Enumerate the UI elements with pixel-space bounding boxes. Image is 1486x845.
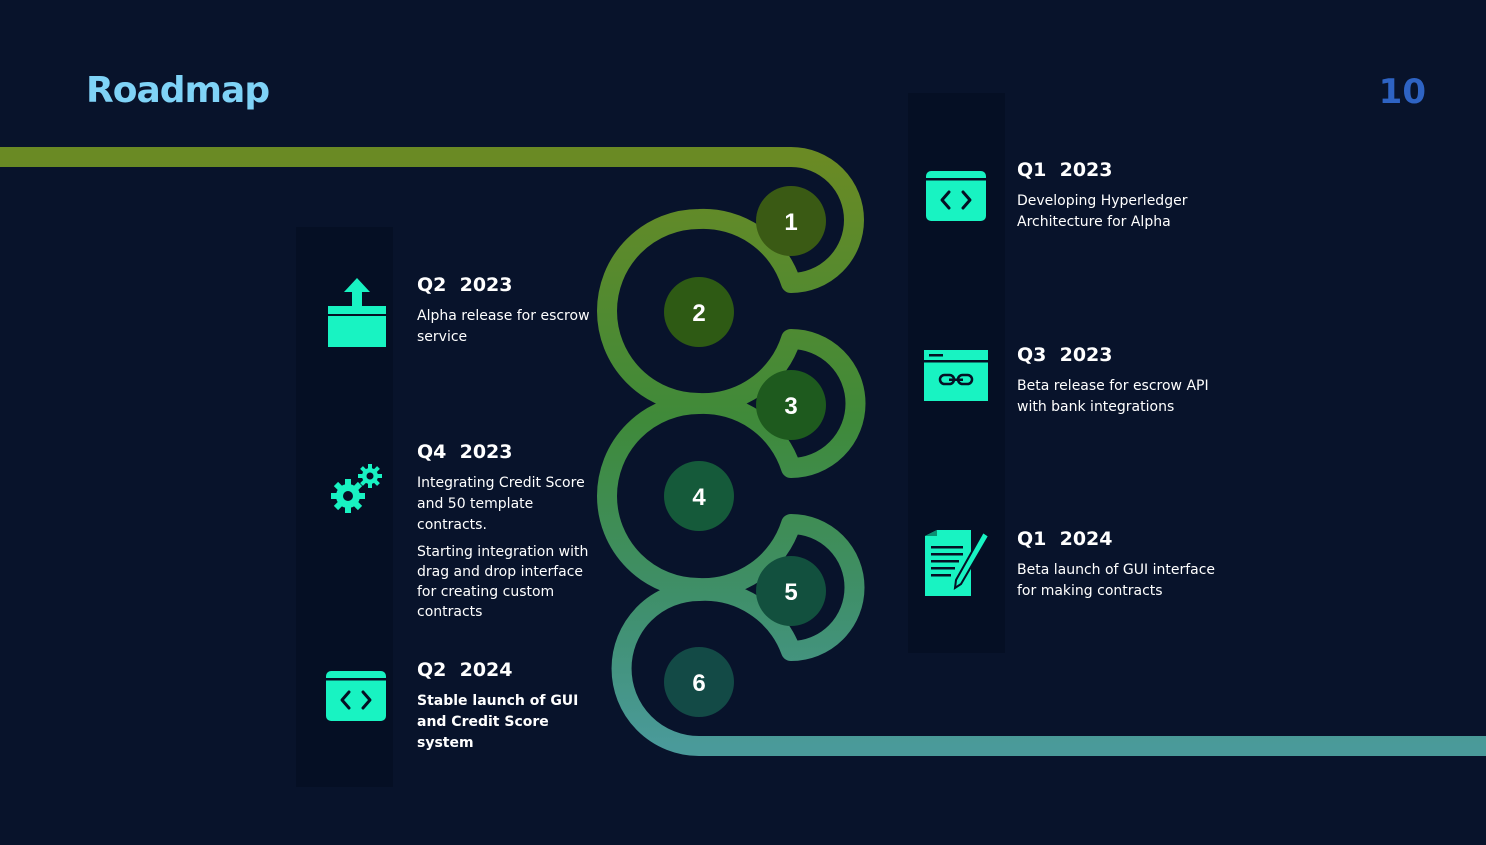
step-number: 4 xyxy=(692,484,706,511)
code-window-icon xyxy=(926,171,986,221)
milestone-period: Q1 2024 xyxy=(1017,528,1113,550)
milestone-period: Q2 2024 xyxy=(417,659,513,681)
milestone-period: Q2 2023 xyxy=(417,274,513,296)
milestone-description: Stable launch of GUI and Credit Score sy… xyxy=(417,693,579,751)
milestone-q3-2023: Q3 2023 Beta release for escrow API with… xyxy=(1017,344,1217,418)
step-number: 5 xyxy=(784,579,797,606)
milestone-description: Integrating Credit Score and 50 template… xyxy=(417,475,585,533)
page-title: Roadmap xyxy=(86,70,270,111)
page-number: 10 xyxy=(1378,72,1426,112)
milestone-period: Q1 2023 xyxy=(1017,159,1113,181)
milestone-q2-2023: Q2 2023 Alpha release for escrow service xyxy=(417,274,597,348)
link-window-icon xyxy=(924,350,988,401)
step-marker-6: 6 xyxy=(664,647,734,717)
step-marker-1: 1 xyxy=(756,186,826,256)
milestone-q1-2023: Q1 2023 Developing Hyperledger Architect… xyxy=(1017,159,1207,233)
milestone-period: Q4 2023 xyxy=(417,441,513,463)
milestone-description-secondary: Starting integration with drag and drop … xyxy=(417,544,589,620)
step-number: 6 xyxy=(692,670,705,697)
upload-box-icon xyxy=(328,278,386,347)
code-window-icon xyxy=(326,671,386,721)
step-number: 2 xyxy=(692,300,705,327)
document-pen-icon xyxy=(925,530,991,596)
step-marker-2: 2 xyxy=(664,277,734,347)
milestone-description: Alpha release for escrow service xyxy=(417,308,590,345)
step-marker-5: 5 xyxy=(756,556,826,626)
step-number: 1 xyxy=(784,209,797,236)
step-marker-4: 4 xyxy=(664,461,734,531)
milestone-description: Developing Hyperledger Architecture for … xyxy=(1017,193,1188,230)
milestone-description: Beta launch of GUI interface for making … xyxy=(1017,562,1216,599)
step-marker-3: 3 xyxy=(756,370,826,440)
milestone-description: Beta release for escrow API with bank in… xyxy=(1017,378,1209,415)
gears-icon xyxy=(331,464,382,513)
milestone-period: Q3 2023 xyxy=(1017,344,1113,366)
step-number: 3 xyxy=(784,393,797,420)
milestone-q2-2024: Q2 2024 Stable launch of GUI and Credit … xyxy=(417,659,602,754)
milestone-q4-2023: Q4 2023 Integrating Credit Score and 50 … xyxy=(417,441,602,622)
milestone-q1-2024: Q1 2024 Beta launch of GUI interface for… xyxy=(1017,528,1217,602)
